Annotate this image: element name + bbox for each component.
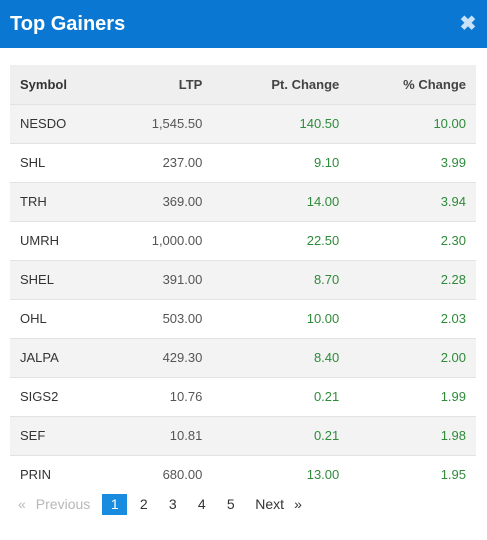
modal-title: Top Gainers [10,12,126,35]
cell-pt-change: 8.70 [313,272,340,287]
cell-ltp: 1,545.50 [151,116,203,131]
close-icon[interactable]: ✖ [459,13,477,35]
cell-pct-change: 2.00 [440,350,466,365]
modal-header: Top Gainers ✖ [0,0,487,48]
page-button-4[interactable]: 4 [197,496,206,512]
cell-symbol[interactable]: SEF [20,428,46,443]
cell-pt-change: 8.40 [313,350,340,365]
table-row[interactable]: OHL 503.00 10.00 2.03 [10,299,476,338]
next-label: Next [255,496,285,512]
page-button-5[interactable]: 5 [226,496,235,512]
previous-label: Previous [35,496,91,512]
cell-pt-change: 9.10 [313,155,340,170]
page-button-2[interactable]: 2 [139,496,148,512]
table-row[interactable]: SHEL 391.00 8.70 2.28 [10,260,476,299]
column-header-symbol[interactable]: Symbol [20,76,67,92]
previous-page-button: « Previous [18,496,90,512]
table-row[interactable]: SEF 10.81 0.21 1.98 [10,416,476,455]
cell-pt-change: 0.21 [313,428,340,443]
cell-ltp: 10.76 [169,389,203,404]
cell-pct-change: 3.99 [440,155,466,170]
cell-pct-change: 1.99 [440,389,466,404]
table-row[interactable]: TRH 369.00 14.00 3.94 [10,182,476,221]
double-chevron-left-icon: « [18,496,26,512]
cell-ltp: 1,000.00 [151,233,203,248]
cell-symbol[interactable]: JALPA [20,350,59,365]
column-header-pct-change[interactable]: % Change [403,76,466,92]
cell-symbol[interactable]: NESDO [20,116,67,131]
cell-pct-change: 2.28 [440,272,466,287]
table-row[interactable]: SHL 237.00 9.10 3.99 [10,143,476,182]
cell-ltp: 503.00 [162,311,203,326]
cell-symbol[interactable]: TRH [20,194,47,209]
page-button-1[interactable]: 1 [102,493,128,515]
cell-ltp: 369.00 [162,194,203,209]
gainers-table-container: Symbol LTP Pt. Change % Change NESDO 1,5… [10,65,476,494]
table-row[interactable]: NESDO 1,545.50 140.50 10.00 [10,104,476,143]
cell-ltp: 680.00 [162,467,203,483]
cell-pct-change: 2.30 [440,233,466,248]
cell-pct-change: 2.03 [440,311,466,326]
table-row[interactable]: PRIN 680.00 13.00 1.95 [10,455,476,494]
cell-pt-change: 13.00 [306,467,340,483]
cell-symbol[interactable]: SIGS2 [20,389,59,404]
cell-pt-change: 10.00 [306,311,340,326]
page-button-3[interactable]: 3 [168,496,177,512]
table-row[interactable]: SIGS2 10.76 0.21 1.99 [10,377,476,416]
cell-pct-change: 1.98 [440,428,466,443]
cell-symbol[interactable]: SHL [20,155,46,170]
cell-pct-change: 10.00 [433,116,466,131]
cell-pt-change: 14.00 [306,194,340,209]
table-header-row: Symbol LTP Pt. Change % Change [10,65,476,104]
cell-ltp: 429.30 [162,350,203,365]
cell-pt-change: 22.50 [306,233,340,248]
cell-symbol[interactable]: UMRH [20,233,59,248]
next-page-button[interactable]: Next » [255,496,302,512]
double-chevron-right-icon: » [294,496,302,512]
cell-pct-change: 1.95 [440,467,466,483]
column-header-pt-change[interactable]: Pt. Change [271,76,340,92]
cell-pct-change: 3.94 [440,194,466,209]
cell-ltp: 10.81 [169,428,203,443]
table-row[interactable]: JALPA 429.30 8.40 2.00 [10,338,476,377]
cell-ltp: 237.00 [162,155,203,170]
column-header-ltp[interactable]: LTP [178,76,203,92]
pagination: « Previous 1 2 3 4 5 Next » [10,493,302,515]
cell-symbol[interactable]: PRIN [20,467,52,483]
cell-symbol[interactable]: SHEL [20,272,54,287]
cell-pt-change: 140.50 [299,116,340,131]
table-row[interactable]: UMRH 1,000.00 22.50 2.30 [10,221,476,260]
cell-pt-change: 0.21 [313,389,340,404]
gainers-table: Symbol LTP Pt. Change % Change NESDO 1,5… [10,65,476,494]
cell-ltp: 391.00 [162,272,203,287]
cell-symbol[interactable]: OHL [20,311,47,326]
